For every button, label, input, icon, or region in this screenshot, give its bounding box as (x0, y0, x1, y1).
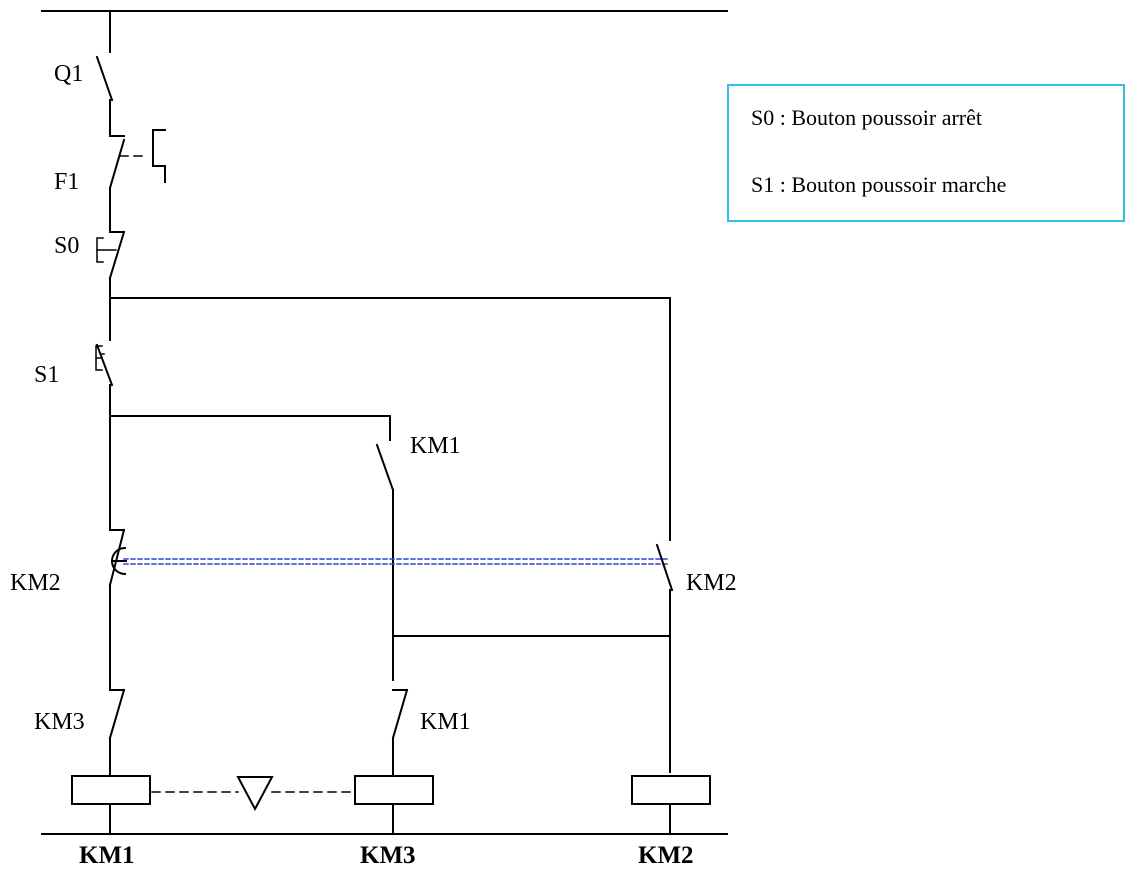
f1-thermal-contact (108, 129, 166, 219)
km1-interlock-label: KM1 (420, 709, 471, 735)
km2-contact (655, 543, 674, 773)
km1-coil (71, 775, 151, 835)
km3-interlock-contact (108, 688, 126, 777)
km2-interlock-label: KM2 (10, 570, 61, 596)
legend-s1: S1 : Bouton poussoir marche (751, 172, 1007, 197)
km1-interlock-contact (391, 688, 409, 777)
s1-start-button (95, 343, 114, 531)
timer-triangle-icon (236, 776, 274, 812)
km2-coil-label: KM2 (638, 842, 694, 869)
km3-coil-label: KM3 (360, 842, 416, 869)
km1-hold-label: KM1 (410, 433, 461, 459)
q1-switch (95, 10, 114, 137)
s0-stop-button (96, 217, 126, 341)
km2-interlock-contact (108, 528, 127, 691)
legend-s0: S0 : Bouton poussoir arrêt (751, 105, 982, 130)
q1-label: Q1 (54, 61, 84, 87)
km1-coil-label: KM1 (79, 842, 135, 869)
km1-hold-contact (375, 415, 395, 681)
km3-coil (354, 775, 434, 835)
km3-interlock-label: KM3 (34, 709, 85, 735)
km2-coil (631, 775, 711, 835)
legend-box: S0 : Bouton poussoir arrêt S1 : Bouton p… (727, 84, 1125, 222)
f1-label: F1 (54, 169, 80, 195)
km2-contact-label: KM2 (686, 570, 737, 596)
s1-label: S1 (34, 362, 60, 388)
s0-label: S0 (54, 233, 80, 259)
